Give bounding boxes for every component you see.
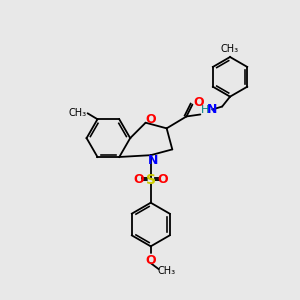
Text: O: O [146,254,156,267]
Text: CH₃: CH₃ [158,266,176,276]
Text: O: O [134,173,144,186]
Text: CH₃: CH₃ [69,108,87,118]
Text: O: O [145,113,156,126]
Text: N: N [207,103,217,116]
Text: O: O [157,173,168,186]
Text: H: H [201,104,209,115]
Text: S: S [146,173,156,187]
Text: CH₃: CH₃ [221,44,239,54]
Text: O: O [193,96,204,109]
Text: N: N [148,154,158,166]
